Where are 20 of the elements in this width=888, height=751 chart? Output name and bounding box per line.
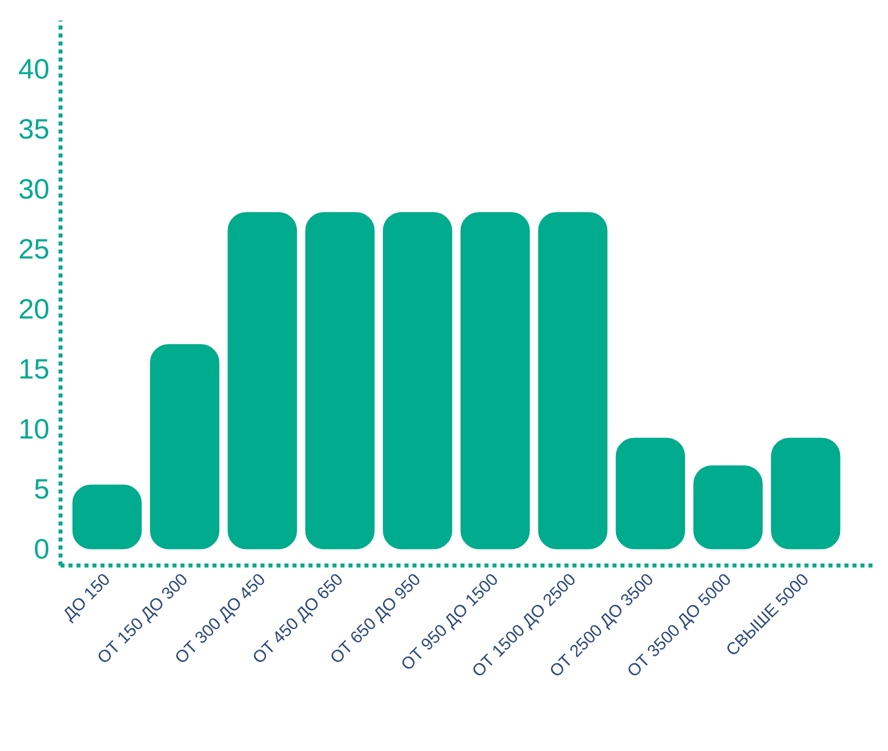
bar — [150, 344, 220, 550]
y-tick-label: 20 — [18, 294, 50, 325]
x-tick-label: ДО 150 — [59, 570, 114, 624]
y-tick-label: 10 — [18, 414, 50, 445]
bar — [72, 484, 142, 550]
y-tick-label: 40 — [18, 54, 50, 85]
bar — [770, 438, 840, 550]
bar — [538, 212, 608, 550]
y-tick-label: 0 — [34, 534, 50, 565]
y-tick-label: 35 — [18, 114, 50, 145]
y-tick-label: 30 — [18, 174, 50, 205]
bar — [460, 212, 530, 550]
bar — [382, 212, 452, 550]
bar — [693, 465, 763, 550]
y-tick-label: 5 — [34, 474, 50, 505]
bar — [305, 212, 375, 550]
y-tick-label: 25 — [18, 234, 50, 265]
bar — [228, 212, 297, 550]
bar — [616, 438, 686, 550]
y-tick-label: 15 — [18, 354, 50, 385]
